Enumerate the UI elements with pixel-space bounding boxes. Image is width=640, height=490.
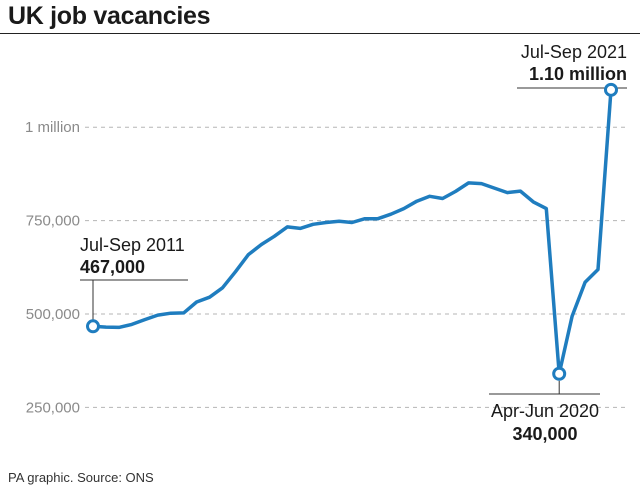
highlight-markers	[86, 82, 618, 381]
annotation-value-low: 340,000	[512, 424, 577, 444]
annotation-value-end: 1.10 million	[529, 64, 627, 84]
y-tick-label: 750,000	[26, 213, 80, 230]
highlight-point	[604, 82, 618, 97]
y-tick-label: 1 million	[25, 119, 80, 136]
source-note: PA graphic. Source: ONS	[8, 470, 154, 485]
y-tick-label: 500,000	[26, 306, 80, 323]
annotation-value-start: 467,000	[80, 257, 145, 277]
highlight-point	[86, 319, 100, 334]
grid-lines	[85, 126, 625, 408]
annotation-label-low: Apr-Jun 2020	[491, 401, 599, 421]
title-divider	[0, 33, 640, 34]
vacancies-line	[91, 88, 613, 376]
y-tick-label: 250,000	[26, 399, 80, 416]
line-chart: 250,000 500,000 750,000 1 million Jul-Sep 2…	[25, 42, 627, 444]
annotation-label-end: Jul-Sep 2021	[521, 42, 627, 62]
chart-title: UK job vacancies	[8, 2, 211, 30]
annotation-label-start: Jul-Sep 2011	[80, 235, 185, 255]
y-axis-ticks: 250,000 500,000 750,000 1 million	[25, 119, 80, 416]
highlight-point	[552, 366, 567, 381]
